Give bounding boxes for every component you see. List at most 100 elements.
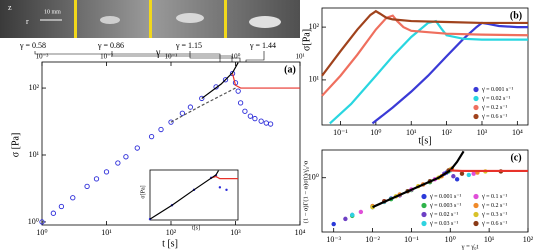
separator (149, 0, 152, 38)
plot-area (331, 150, 528, 227)
data-point (350, 212, 355, 218)
panel-label: (b) (510, 10, 522, 21)
panel-label: (a) (284, 64, 296, 75)
bubble (100, 16, 120, 24)
x2-tick-label: 10⁰ (231, 53, 241, 61)
data-point (70, 195, 76, 201)
data-point (115, 160, 121, 166)
data-point (358, 209, 364, 215)
legend-label: γ̇ = 0.2 s⁻¹ (481, 105, 508, 111)
bubble (249, 16, 281, 28)
gamma-label: γ = 0.58 (19, 41, 46, 50)
data-point (134, 145, 140, 151)
data-point (331, 221, 336, 227)
data-point (187, 104, 194, 110)
legend-marker (473, 86, 479, 93)
bubble (176, 13, 204, 23)
data-point (213, 84, 219, 90)
legend-label: γ̇ = 0.02 s⁻¹ (429, 212, 459, 218)
legend-label: γ̇ = 0.001 s⁻¹ (429, 194, 462, 200)
x-tick-label: 10¹ (484, 235, 495, 244)
legend-marker (421, 211, 427, 218)
data-point (466, 172, 472, 178)
legend-marker (473, 193, 479, 200)
y-axis-label: σ[Pa] (140, 185, 146, 198)
data-point (451, 174, 456, 179)
separator (74, 0, 77, 38)
gamma-label: γ = 0.86 (97, 41, 124, 50)
legend-marker (421, 193, 427, 200)
legend-label: γ̇ = 0.2 s⁻¹ (481, 203, 508, 209)
y-tick-label: 10¹ (309, 75, 320, 84)
x-tick-label: 10⁴ (295, 228, 306, 237)
data-point (39, 219, 45, 225)
data-point (267, 121, 274, 127)
axis-z: z (8, 3, 12, 12)
legend-label: γ̇ = 0.6 s⁻¹ (481, 114, 508, 120)
data-point (199, 95, 205, 102)
data-point (454, 177, 460, 182)
x2-tick-label: 10⁻³ (36, 53, 49, 61)
x-tick-label: 10⁰ (370, 128, 381, 137)
x-tick-label: 10⁻¹ (333, 128, 348, 137)
data-point (103, 169, 110, 175)
data-point (218, 186, 222, 189)
y-tick-label: 10² (29, 83, 40, 92)
data-point (247, 113, 254, 119)
x-tick-label: 10⁻² (365, 235, 380, 244)
data-point (471, 171, 476, 176)
data-line (170, 87, 236, 123)
data-point (459, 171, 465, 176)
x-tick-label: 10⁰ (36, 228, 47, 237)
x-tick-label: 10² (523, 235, 534, 244)
data-point (50, 210, 57, 216)
data-point (148, 133, 155, 140)
data-point (222, 77, 229, 83)
x-axis-label: t[s] (418, 135, 431, 146)
x-axis-label: t[s] (192, 225, 200, 231)
legend-label: γ̇ = 0.03 s⁻¹ (429, 221, 459, 227)
x-axis-label: γ = γ̇₀t (461, 243, 479, 250)
legend-marker (473, 104, 479, 111)
y-axis-label: (1 − α)Γ(1 − α)σ(t)/γ̇₀^α (302, 160, 309, 223)
scale-label: 10 mm (44, 9, 61, 15)
data-line (371, 21, 528, 125)
x2-axis-label: γ (155, 47, 161, 58)
data-point (343, 216, 348, 222)
data-point (93, 176, 100, 182)
plot-area (39, 62, 300, 225)
x-tick-label: 10³ (230, 228, 241, 237)
x2-tick-label: 10⁻² (100, 53, 113, 61)
x-tick-label: 10⁴ (512, 128, 523, 137)
data-line (372, 150, 465, 209)
gamma-label: γ = 1.44 (249, 41, 276, 50)
x-axis-label: t [s] (162, 238, 178, 249)
data-point (225, 188, 228, 192)
data-point (168, 119, 174, 125)
x-tick-label: 10⁰ (445, 235, 456, 244)
legend-label: γ̇ = 0.003 s⁻¹ (429, 203, 462, 209)
legend-marker (473, 202, 479, 209)
x-tick-label: 10⁻¹ (404, 235, 419, 244)
data-point (235, 88, 241, 94)
legend-marker (473, 220, 479, 227)
data-point (242, 108, 248, 114)
plot-frame (149, 169, 239, 221)
data-point (179, 110, 186, 116)
x-tick-label: 10² (441, 128, 452, 137)
legend-marker (473, 95, 479, 102)
legend-marker (421, 202, 427, 209)
x-tick-label: 10⁻³ (326, 235, 341, 244)
axis-r: r (26, 17, 29, 26)
legend-marker (473, 211, 479, 218)
legend-label: γ̇ = 0.001 s⁻¹ (481, 87, 514, 93)
y-tick-label: 10⁰ (28, 217, 39, 226)
data-point (158, 126, 164, 133)
separator (224, 0, 227, 38)
data-point (252, 115, 258, 122)
data-point (84, 183, 90, 190)
x-tick-label: 10¹ (101, 228, 112, 237)
x-tick-label: 10³ (477, 128, 488, 137)
